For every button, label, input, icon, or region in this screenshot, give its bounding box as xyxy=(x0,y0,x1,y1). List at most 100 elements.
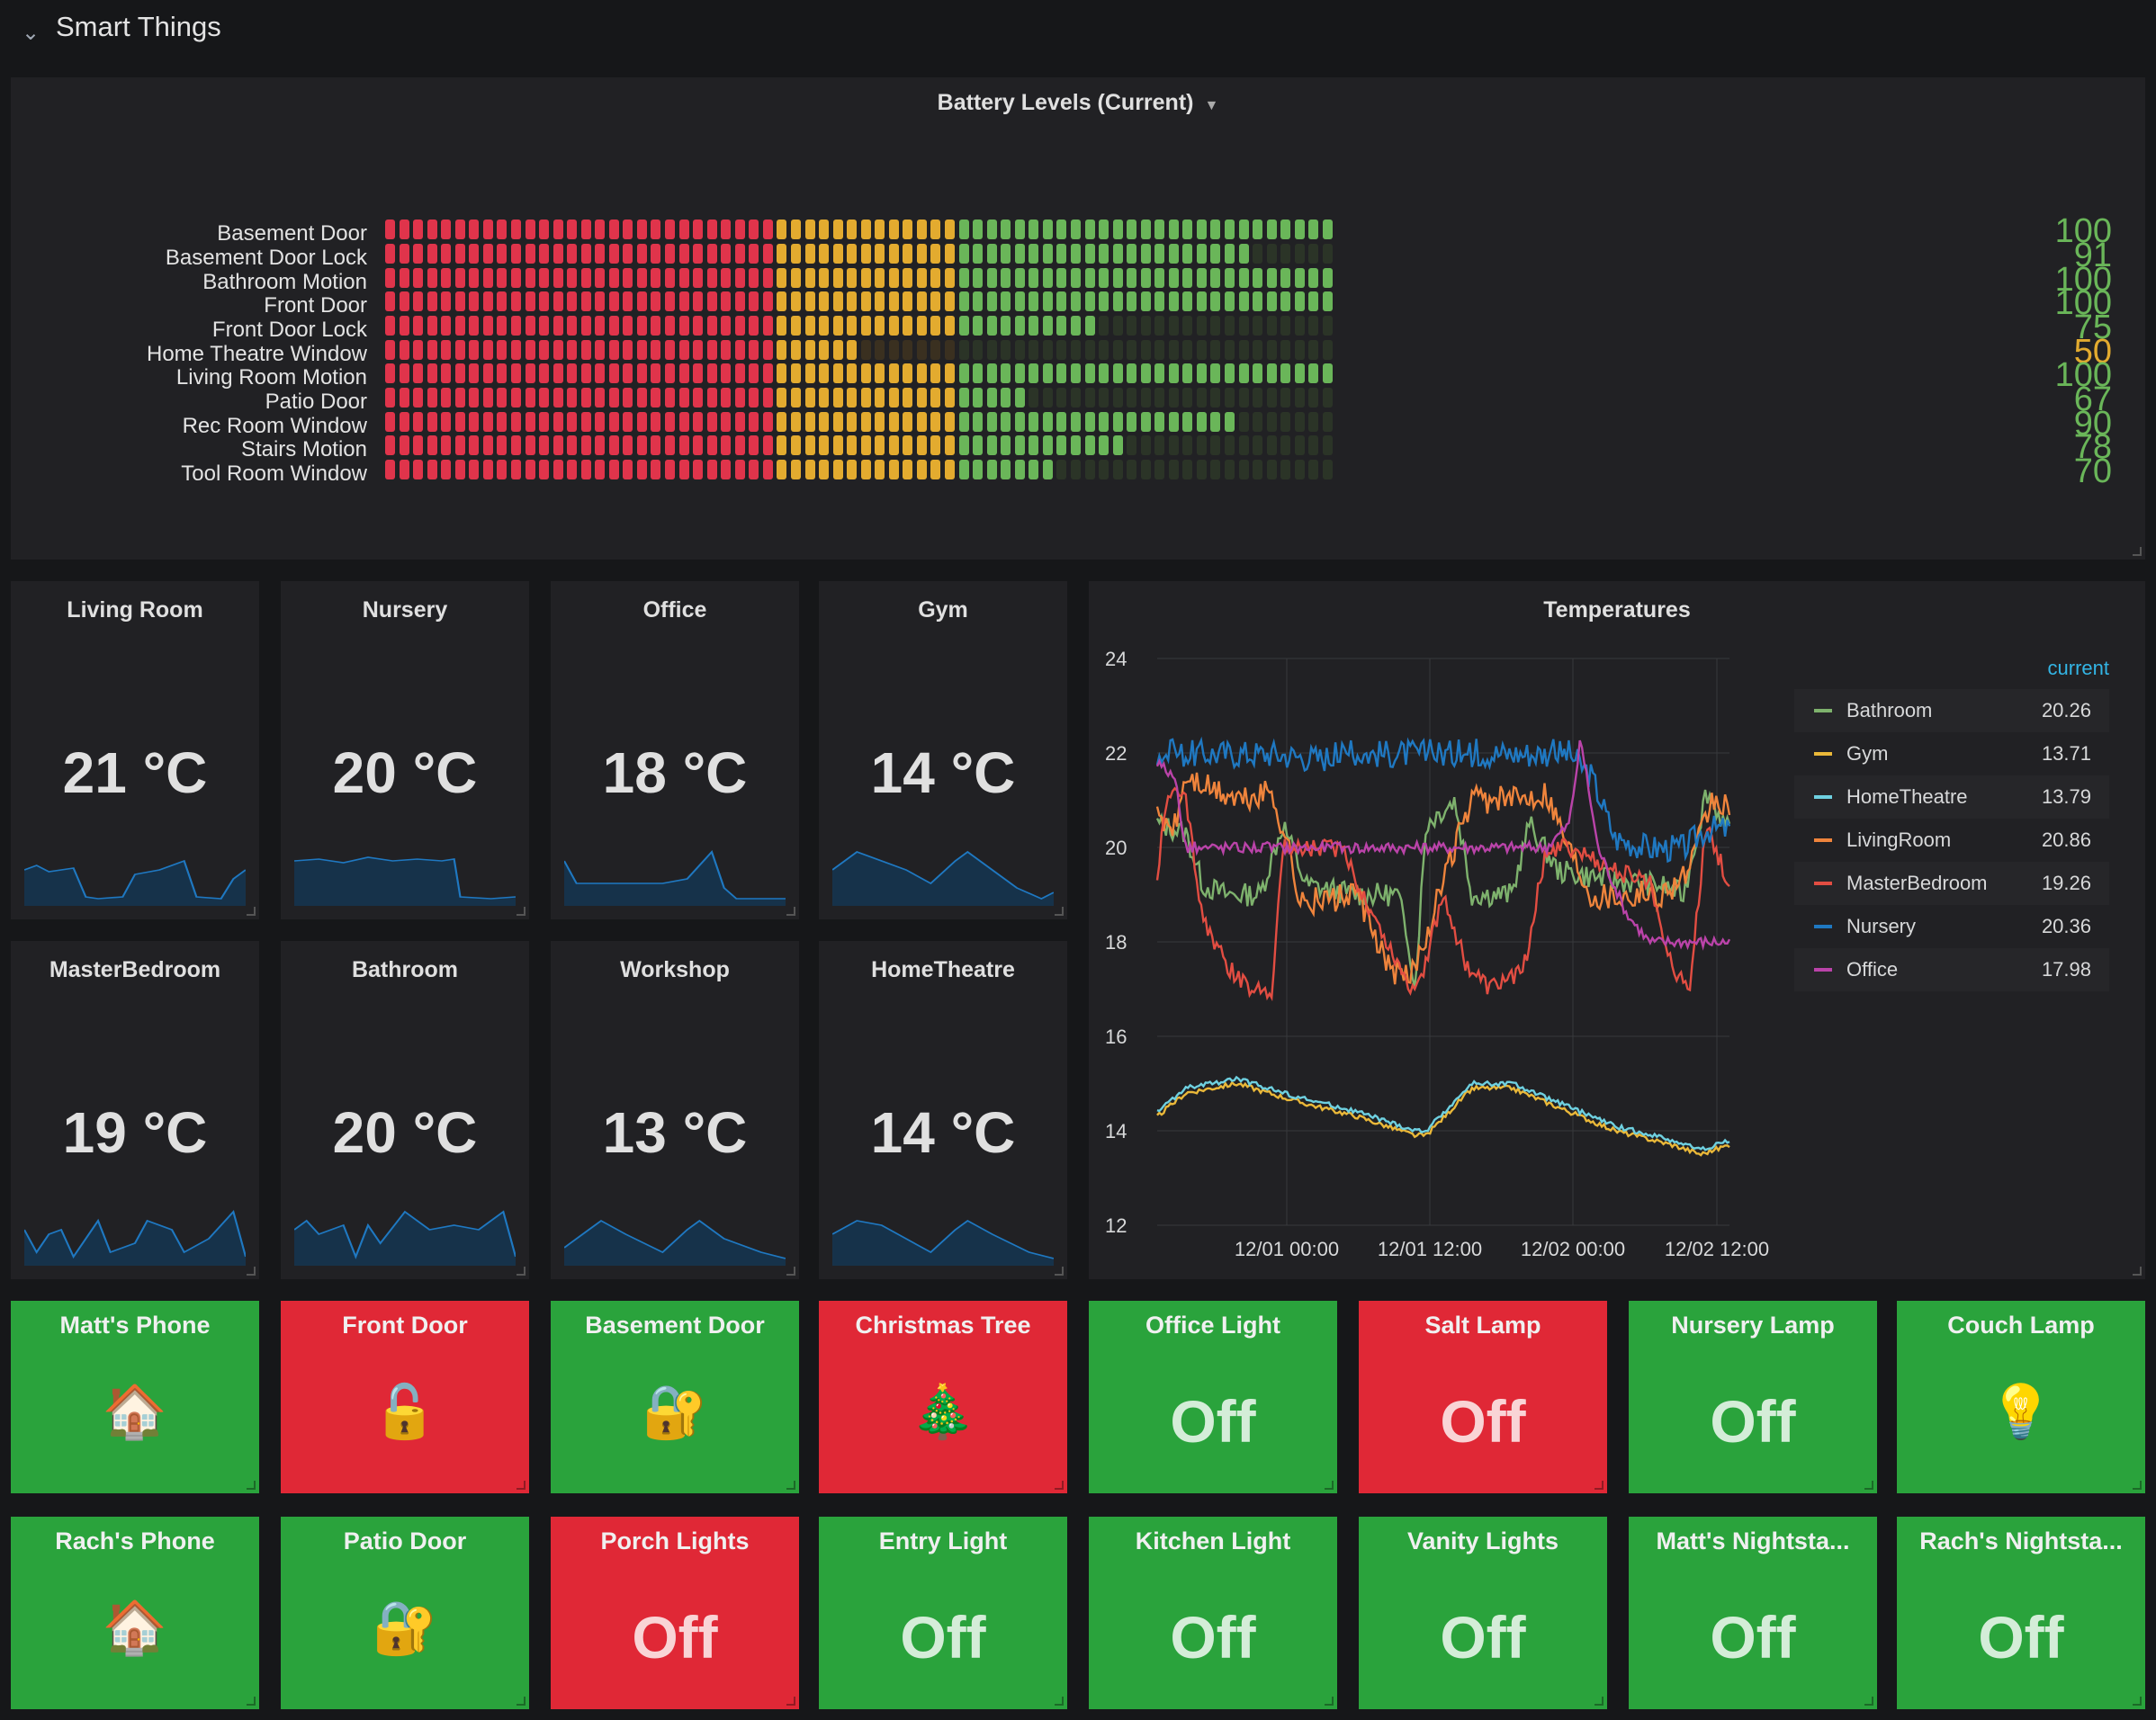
tile-title: Office Light xyxy=(1145,1312,1280,1339)
house-icon: 🏠 xyxy=(102,1599,168,1657)
status-tile[interactable]: Couch Lamp 💡 xyxy=(1897,1301,2145,1493)
legend-item[interactable]: MasterBedroom 19.26 xyxy=(1794,862,2109,905)
resize-handle[interactable] xyxy=(247,1481,256,1490)
resize-handle[interactable] xyxy=(786,1697,795,1706)
resize-handle[interactable] xyxy=(1595,1481,1604,1490)
sparkline xyxy=(24,859,246,906)
status-tile[interactable]: Basement Door 🔐 xyxy=(551,1301,799,1493)
resize-handle[interactable] xyxy=(517,1697,526,1706)
tile-title: Front Door xyxy=(342,1312,468,1339)
resize-handle[interactable] xyxy=(786,1481,795,1490)
battery-row-label: Front Door xyxy=(264,293,367,318)
sparkline xyxy=(832,850,1054,906)
sparkline xyxy=(294,856,516,906)
resize-handle[interactable] xyxy=(517,1481,526,1490)
status-tile[interactable]: Front Door 🔓 xyxy=(281,1301,529,1493)
status-tile[interactable]: Porch Lights Off xyxy=(551,1517,799,1709)
stat-panel[interactable]: Bathroom 20 °C xyxy=(281,941,529,1279)
resize-handle[interactable] xyxy=(1325,1481,1334,1490)
legend-series-name: Gym xyxy=(1846,742,1889,765)
stat-panel[interactable]: Nursery 20 °C xyxy=(281,581,529,919)
stat-value: 13 °C xyxy=(602,1100,748,1165)
stat-panel[interactable]: Living Room 21 °C xyxy=(11,581,259,919)
battery-row-label: Basement Door Lock xyxy=(165,246,367,270)
chevron-down-icon[interactable]: ⌄ xyxy=(22,21,40,45)
tile-title: Rach's Nightsta... xyxy=(1919,1527,2123,1554)
legend-series-name: MasterBedroom xyxy=(1846,872,1988,894)
status-tile[interactable]: Office Light Off xyxy=(1089,1301,1337,1493)
stat-panel[interactable]: Workshop 13 °C xyxy=(551,941,799,1279)
battery-value: 50 xyxy=(2073,333,2112,371)
status-tile[interactable]: Matt's Nightsta... Off xyxy=(1629,1517,1877,1709)
resize-handle[interactable] xyxy=(517,907,526,916)
resize-handle[interactable] xyxy=(247,907,256,916)
status-tile[interactable]: Salt Lamp Off xyxy=(1359,1301,1607,1493)
stat-title: Workshop xyxy=(620,957,730,982)
legend-series-name: Office xyxy=(1846,958,1899,981)
stat-title: Bathroom xyxy=(351,957,459,982)
resize-handle[interactable] xyxy=(1864,1697,1873,1706)
resize-handle[interactable] xyxy=(1325,1697,1334,1706)
sparkline xyxy=(564,1219,786,1266)
status-tile[interactable]: Nursery Lamp Off xyxy=(1629,1301,1877,1493)
stat-value: 14 °C xyxy=(870,740,1016,805)
stat-panel[interactable]: HomeTheatre 14 °C xyxy=(819,941,1067,1279)
status-tile[interactable]: Vanity Lights Off xyxy=(1359,1517,1607,1709)
resize-handle[interactable] xyxy=(2133,1697,2142,1706)
resize-handle[interactable] xyxy=(247,1697,256,1706)
resize-handle[interactable] xyxy=(1055,1697,1064,1706)
stat-panel[interactable]: Gym 14 °C xyxy=(819,581,1067,919)
sparkline xyxy=(564,850,786,906)
temperatures-title[interactable]: Temperatures xyxy=(1543,597,1691,623)
status-tile[interactable]: Matt's Phone 🏠 xyxy=(11,1301,259,1493)
stat-value: 21 °C xyxy=(62,740,208,805)
legend-header[interactable]: current xyxy=(2047,657,2109,679)
legend-swatch xyxy=(1814,752,1832,756)
status-tile[interactable]: Entry Light Off xyxy=(819,1517,1067,1709)
tile-title: Matt's Phone xyxy=(59,1312,211,1339)
battery-row-label: Basement Door xyxy=(217,221,367,246)
legend-item[interactable]: Office 17.98 xyxy=(1794,948,2109,991)
legend-item[interactable]: Gym 13.71 xyxy=(1794,732,2109,775)
status-tile[interactable]: Rach's Nightsta... Off xyxy=(1897,1517,2145,1709)
status-tile[interactable]: Patio Door 🔐 xyxy=(281,1517,529,1709)
caret-down-icon[interactable]: ▼ xyxy=(1204,98,1219,113)
resize-handle[interactable] xyxy=(2133,1267,2142,1276)
legend-item[interactable]: HomeTheatre 13.79 xyxy=(1794,775,2109,819)
resize-handle[interactable] xyxy=(517,1267,526,1276)
tile-title: Matt's Nightsta... xyxy=(1656,1527,1850,1554)
stat-panel[interactable]: MasterBedroom 19 °C xyxy=(11,941,259,1279)
tile-title: Couch Lamp xyxy=(1947,1312,2095,1339)
tile-value: Off xyxy=(1978,1604,2064,1671)
legend-item[interactable]: Bathroom 20.26 xyxy=(1794,689,2109,732)
status-tile[interactable]: Christmas Tree 🎄 xyxy=(819,1301,1067,1493)
resize-handle[interactable] xyxy=(1055,907,1064,916)
legend-item[interactable]: Nursery 20.36 xyxy=(1794,905,2109,948)
legend-current-value: 20.26 xyxy=(2041,699,2091,721)
resize-handle[interactable] xyxy=(1864,1481,1873,1490)
resize-handle[interactable] xyxy=(2133,547,2142,556)
resize-handle[interactable] xyxy=(1055,1267,1064,1276)
status-tile[interactable]: Kitchen Light Off xyxy=(1089,1517,1337,1709)
legend-item[interactable]: LivingRoom 20.86 xyxy=(1794,819,2109,862)
resize-handle[interactable] xyxy=(2133,1481,2142,1490)
battery-panel-title[interactable]: Battery Levels (Current) ▼ xyxy=(11,90,2145,116)
unlocked-icon: 🔓 xyxy=(372,1383,438,1441)
battery-row-label: Living Room Motion xyxy=(175,365,367,390)
tile-value: Off xyxy=(1710,1388,1796,1455)
locked-with-key-icon: 🔐 xyxy=(642,1383,708,1441)
resize-handle[interactable] xyxy=(786,907,795,916)
row-title: Smart Things xyxy=(56,11,221,42)
resize-handle[interactable] xyxy=(786,1267,795,1276)
stat-panel[interactable]: Office 18 °C xyxy=(551,581,799,919)
status-tile[interactable]: Rach's Phone 🏠 xyxy=(11,1517,259,1709)
tile-title: Patio Door xyxy=(343,1527,467,1554)
legend-current-value: 20.36 xyxy=(2041,915,2091,937)
sparkline xyxy=(832,1219,1054,1266)
resize-handle[interactable] xyxy=(1055,1481,1064,1490)
tile-value: Off xyxy=(900,1604,986,1671)
legend-series-name: Bathroom xyxy=(1846,699,1933,721)
resize-handle[interactable] xyxy=(1595,1697,1604,1706)
row-header[interactable]: ⌄ Smart Things xyxy=(0,0,2156,63)
resize-handle[interactable] xyxy=(247,1267,256,1276)
